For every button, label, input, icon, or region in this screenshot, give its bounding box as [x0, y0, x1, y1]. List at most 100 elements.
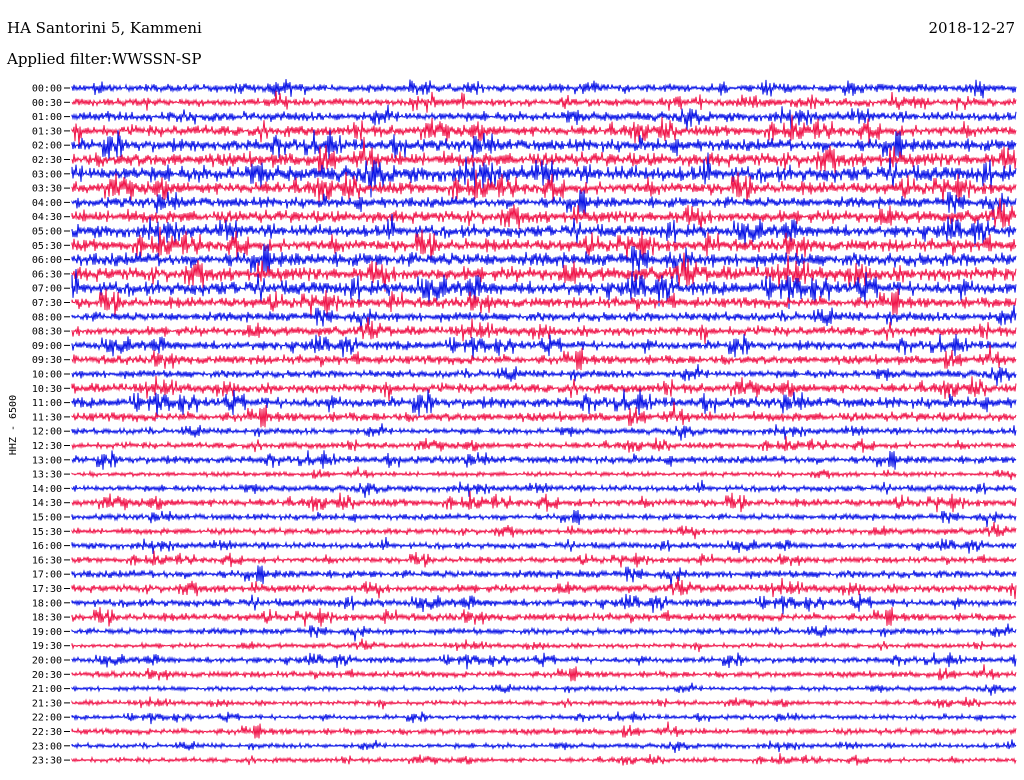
- trace-time-label: 13:00: [32, 455, 62, 466]
- trace-line: [71, 344, 1017, 371]
- trace-line: [71, 197, 1017, 233]
- trace-time-label: 19:00: [32, 627, 62, 638]
- channel-label: HHZ - 6500: [8, 395, 19, 455]
- trace-time-label: 14:00: [32, 484, 62, 495]
- trace-line: [71, 593, 1017, 615]
- filter-value: WWSSN-SP: [111, 50, 202, 68]
- trace-time-label: 12:30: [32, 441, 62, 452]
- filter-label: Applied filter:: [7, 50, 112, 68]
- record-date: 2018-12-27: [928, 19, 1015, 37]
- trace-time-label: 01:00: [32, 112, 62, 123]
- trace-time-label: 18:30: [32, 613, 62, 624]
- trace-line: [71, 190, 1017, 221]
- trace-line: [71, 696, 1017, 710]
- trace-time-label: 23:30: [32, 756, 62, 767]
- trace-time-label: 22:00: [32, 713, 62, 724]
- trace-time-label: 07:30: [32, 298, 62, 309]
- trace-time-label: 07:00: [32, 284, 62, 295]
- trace-time-label: 17:00: [32, 570, 62, 581]
- trace-time-label: 06:00: [32, 255, 62, 266]
- trace-line: [71, 364, 1017, 386]
- trace-time-label: 08:30: [32, 327, 62, 338]
- trace-line: [71, 104, 1017, 131]
- trace-line: [71, 423, 1017, 441]
- trace-time-label: 12:00: [32, 427, 62, 438]
- trace-time-label: 05:30: [32, 241, 62, 252]
- trace-time-label: 09:00: [32, 341, 62, 352]
- trace-line: [71, 491, 1017, 513]
- trace-line: [71, 550, 1017, 568]
- trace-line: [71, 753, 1017, 766]
- trace-line: [71, 169, 1017, 204]
- trace-time-label: 05:00: [32, 227, 62, 238]
- trace-line: [71, 252, 1017, 292]
- trace-time-label: 04:30: [32, 212, 62, 223]
- trace-line: [71, 652, 1017, 670]
- trace-line: [71, 114, 1017, 146]
- trace-line: [71, 521, 1017, 540]
- trace-line: [71, 450, 1017, 470]
- trace-time-label: 16:30: [32, 555, 62, 566]
- trace-line: [71, 152, 1017, 198]
- trace-time-label: 20:30: [32, 670, 62, 681]
- trace-line: [71, 623, 1017, 642]
- trace-time-label: 03:30: [32, 184, 62, 195]
- station-title: HA Santorini 5, Kammeni: [7, 19, 202, 37]
- trace-time-label: 04:00: [32, 198, 62, 209]
- trace-line: [71, 576, 1017, 600]
- trace-time-label: 23:00: [32, 741, 62, 752]
- trace-time-label: 09:30: [32, 355, 62, 366]
- trace-line: [71, 479, 1017, 498]
- trace-line: [71, 268, 1017, 310]
- trace-time-label: 00:00: [32, 84, 62, 95]
- trace-time-label: 10:00: [32, 370, 62, 381]
- trace-line: [71, 129, 1017, 162]
- trace-line: [71, 565, 1017, 587]
- trace-line: [71, 389, 1017, 419]
- trace-line: [71, 375, 1017, 402]
- trace-time-label: 21:00: [32, 684, 62, 695]
- trace-line: [71, 333, 1017, 360]
- trace-time-label: 17:30: [32, 584, 62, 595]
- trace-time-label: 21:30: [32, 698, 62, 709]
- trace-group: [71, 79, 1017, 766]
- trace-line: [71, 607, 1017, 627]
- trace-time-label: 22:30: [32, 727, 62, 738]
- trace-time-label: 02:30: [32, 155, 62, 166]
- trace-time-label: 03:00: [32, 169, 62, 180]
- trace-time-label: 10:30: [32, 384, 62, 395]
- trace-line: [71, 136, 1017, 174]
- trace-line: [71, 638, 1017, 653]
- trace-line: [71, 90, 1017, 113]
- trace-time-label: 08:00: [32, 312, 62, 323]
- trace-line: [71, 664, 1017, 682]
- trace-line: [71, 721, 1017, 739]
- trace-time-label: 16:00: [32, 541, 62, 552]
- trace-line: [71, 436, 1016, 453]
- trace-line: [71, 79, 1017, 99]
- trace-time-label: 20:00: [32, 656, 62, 667]
- trace-line: [71, 401, 1017, 428]
- trace-time-label: 15:00: [32, 513, 62, 524]
- trace-line: [71, 739, 1017, 753]
- trace-time-label: 13:30: [32, 470, 62, 481]
- trace-time-label: 01:30: [32, 126, 62, 137]
- trace-line: [71, 711, 1017, 725]
- trace-line: [71, 304, 1017, 332]
- tick-label-group: 00:00 00:30 01:00 01:30 02:00 02:30 03:00 03:30…: [32, 84, 70, 767]
- trace-line: [71, 226, 1017, 261]
- trace-time-label: 18:00: [32, 598, 62, 609]
- trace-time-label: 06:30: [32, 269, 62, 280]
- trace-time-label: 19:30: [32, 641, 62, 652]
- trace-line: [71, 509, 1017, 528]
- trace-line: [71, 466, 1017, 481]
- trace-line: [71, 316, 1017, 344]
- trace-line: [71, 288, 1017, 316]
- trace-line: [71, 243, 1017, 283]
- trace-line: [71, 213, 1017, 248]
- trace-time-label: 11:00: [32, 398, 62, 409]
- trace-time-label: 00:30: [32, 98, 62, 109]
- trace-time-label: 15:30: [32, 527, 62, 538]
- trace-line: [71, 537, 1017, 555]
